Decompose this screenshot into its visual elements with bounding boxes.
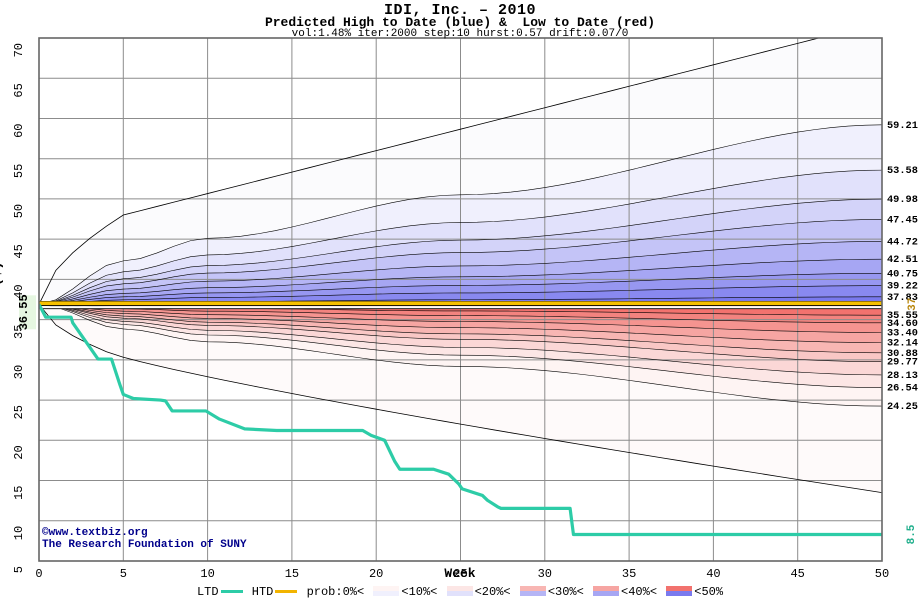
svg-text:37: 37 xyxy=(907,298,919,311)
svg-text:70: 70 xyxy=(12,43,26,57)
svg-text:24.25: 24.25 xyxy=(887,401,918,413)
svg-text:49.98: 49.98 xyxy=(887,194,918,206)
svg-text:10: 10 xyxy=(12,526,26,540)
svg-text:50: 50 xyxy=(12,204,26,218)
svg-text:25: 25 xyxy=(12,405,26,419)
svg-text:40.75: 40.75 xyxy=(887,268,918,280)
svg-text:28.13: 28.13 xyxy=(887,370,918,382)
svg-text:53.58: 53.58 xyxy=(887,165,918,177)
svg-text:44.72: 44.72 xyxy=(887,236,918,248)
svg-text:20: 20 xyxy=(12,445,26,459)
svg-text:59.21: 59.21 xyxy=(887,120,918,132)
svg-text:45: 45 xyxy=(12,244,26,258)
svg-text:60: 60 xyxy=(12,124,26,138)
svg-text:15: 15 xyxy=(12,486,26,500)
svg-text:29.77: 29.77 xyxy=(887,357,918,369)
svg-text:8.5: 8.5 xyxy=(906,524,918,544)
svg-text:65: 65 xyxy=(12,83,26,97)
svg-text:26.54: 26.54 xyxy=(887,383,918,395)
svg-text:42.51: 42.51 xyxy=(887,254,918,266)
svg-text:36.55: 36.55 xyxy=(17,294,31,330)
svg-text:55: 55 xyxy=(12,164,26,178)
svg-text:39.22: 39.22 xyxy=(887,281,918,293)
svg-text:30: 30 xyxy=(12,365,26,379)
svg-text:47.45: 47.45 xyxy=(887,214,918,226)
